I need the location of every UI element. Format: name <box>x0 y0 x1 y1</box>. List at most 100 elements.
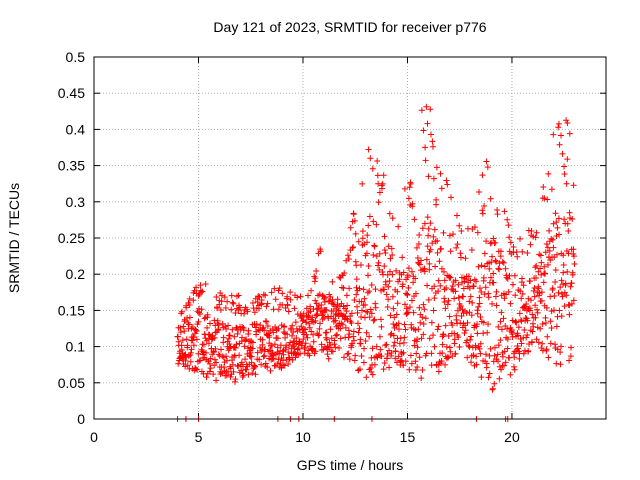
data-point <box>190 342 197 349</box>
data-point <box>381 263 388 270</box>
data-point <box>559 293 566 300</box>
data-point <box>278 365 285 372</box>
data-point <box>251 362 258 369</box>
data-point <box>549 236 556 243</box>
data-point <box>412 358 419 365</box>
data-point <box>365 222 372 229</box>
data-point <box>558 343 565 350</box>
data-point <box>472 344 479 351</box>
data-point <box>546 247 553 254</box>
data-point <box>493 288 500 295</box>
data-point <box>564 268 571 275</box>
data-point <box>428 319 435 326</box>
data-point <box>184 362 191 369</box>
data-point <box>402 326 409 333</box>
data-point <box>543 241 550 248</box>
data-point <box>521 326 528 333</box>
data-point <box>236 352 243 359</box>
data-point <box>323 336 330 343</box>
data-point <box>561 289 568 296</box>
data-point <box>496 266 503 273</box>
data-point <box>393 267 400 274</box>
data-point <box>375 199 382 206</box>
data-point <box>366 314 373 321</box>
data-point <box>369 165 376 172</box>
data-point <box>261 327 268 334</box>
data-point <box>447 274 454 281</box>
data-point <box>385 283 392 290</box>
data-point <box>456 294 463 301</box>
data-point <box>424 243 431 250</box>
data-point <box>539 340 546 347</box>
data-point <box>540 279 547 286</box>
data-point <box>213 359 220 366</box>
data-point <box>274 335 281 342</box>
data-point <box>430 332 437 339</box>
data-point <box>481 291 488 298</box>
data-point <box>215 327 222 334</box>
data-point <box>465 342 472 349</box>
data-point <box>214 305 221 312</box>
data-point <box>526 305 533 312</box>
data-point <box>253 321 260 328</box>
data-point <box>254 298 261 305</box>
data-point <box>410 309 417 316</box>
data-point <box>287 296 294 303</box>
data-point <box>453 212 460 219</box>
data-point <box>232 310 239 317</box>
data-point <box>206 360 213 367</box>
data-point <box>426 266 433 273</box>
data-point <box>365 262 372 269</box>
data-point <box>227 343 234 350</box>
data-point <box>538 259 545 266</box>
data-point <box>451 295 458 302</box>
data-point <box>211 334 218 341</box>
data-point <box>399 254 406 261</box>
data-point <box>389 252 396 259</box>
data-point <box>289 322 296 329</box>
data-point <box>415 241 422 248</box>
data-point <box>559 150 566 157</box>
data-point <box>433 164 440 171</box>
data-point <box>260 291 267 298</box>
data-point <box>478 374 485 381</box>
data-point <box>400 349 407 356</box>
data-point <box>568 344 575 351</box>
data-point <box>516 355 523 362</box>
data-point <box>512 292 519 299</box>
data-point <box>241 343 248 350</box>
data-point <box>444 301 451 308</box>
data-point <box>387 331 394 338</box>
data-point <box>285 360 292 367</box>
data-point <box>220 334 227 341</box>
data-point <box>455 334 462 341</box>
data-point <box>364 239 371 246</box>
data-point <box>297 293 304 300</box>
data-point <box>346 331 353 338</box>
data-point <box>416 304 423 311</box>
data-point <box>465 273 472 280</box>
data-point <box>182 357 189 364</box>
data-point <box>470 283 477 290</box>
data-point <box>424 120 431 127</box>
data-point <box>370 317 377 324</box>
data-point <box>489 253 496 260</box>
data-point <box>302 340 309 347</box>
data-point <box>477 340 484 347</box>
data-point <box>245 327 252 334</box>
data-point <box>477 313 484 320</box>
data-point <box>365 146 372 153</box>
data-point <box>524 317 531 324</box>
data-point <box>513 249 520 256</box>
data-point <box>238 367 245 374</box>
data-point <box>301 350 308 357</box>
data-point <box>270 306 277 313</box>
data-point <box>438 265 445 272</box>
data-point <box>332 332 339 339</box>
data-point <box>476 189 483 196</box>
data-point <box>543 304 550 311</box>
gridlines <box>94 57 606 419</box>
data-point <box>427 220 434 227</box>
data-point <box>460 293 467 300</box>
data-point <box>428 350 435 357</box>
